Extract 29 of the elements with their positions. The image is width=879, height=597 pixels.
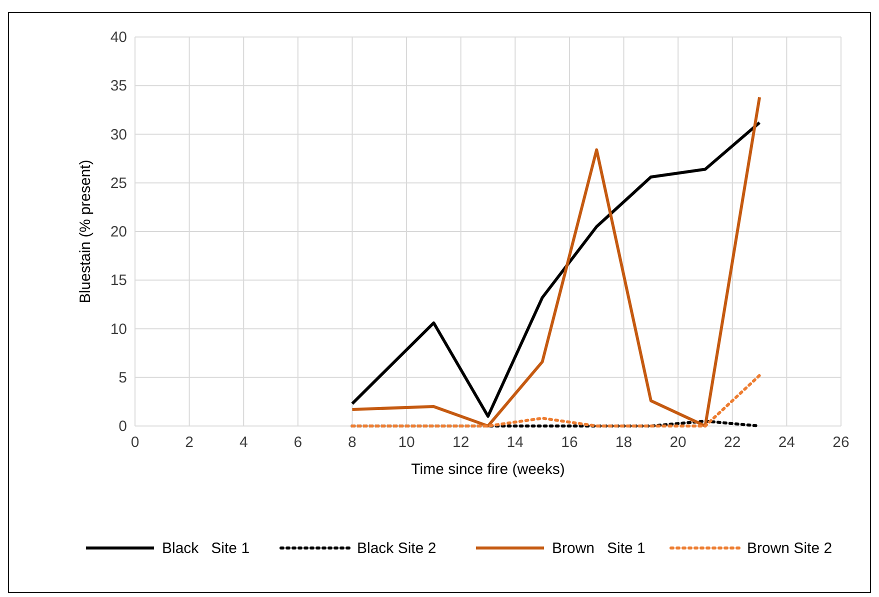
- y-tick-label: 15: [110, 272, 127, 290]
- legend-label: Brown Site 2: [747, 540, 832, 557]
- x-axis-title: Time since fire (weeks): [411, 461, 565, 478]
- y-tick-label: 20: [110, 224, 127, 240]
- x-tick-label: 10: [398, 434, 415, 451]
- y-tick-label: 30: [110, 126, 127, 144]
- x-tick-label: 18: [615, 434, 632, 451]
- x-tick-label: 12: [452, 434, 470, 451]
- x-tick-label: 8: [348, 434, 356, 451]
- x-tick-label: 0: [130, 434, 140, 451]
- y-tick-label: 5: [118, 369, 127, 386]
- x-tick-label: 24: [778, 434, 796, 451]
- y-axis-title: Bluestain (% present): [77, 160, 94, 304]
- y-tick-label: 35: [110, 78, 127, 95]
- y-tick-label: 10: [110, 320, 127, 338]
- x-tick-label: 2: [185, 434, 194, 451]
- x-tick-label: 20: [670, 434, 686, 451]
- x-tick-label: 6: [294, 434, 302, 451]
- x-tick-label: 26: [832, 434, 850, 451]
- legend-label: Black Site 2: [357, 540, 436, 557]
- y-tick-label: 0: [118, 418, 127, 435]
- y-tick-label: 40: [110, 29, 127, 46]
- x-tick-label: 16: [561, 434, 578, 451]
- x-tick-label: 4: [239, 434, 248, 451]
- y-tick-label: 25: [110, 174, 127, 192]
- x-tick-label: 14: [506, 434, 524, 451]
- x-tick-label: 22: [724, 434, 741, 451]
- legend-label: Black Site 1: [162, 540, 250, 557]
- legend-label: Brown Site 1: [552, 540, 646, 557]
